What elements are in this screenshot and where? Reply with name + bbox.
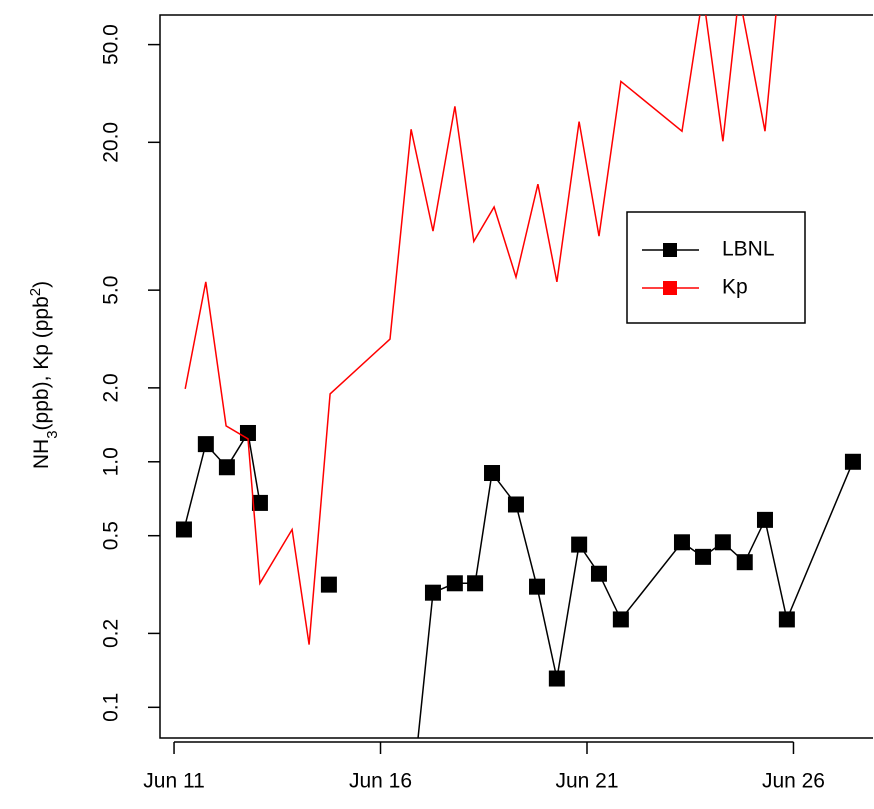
legend-label: Kp	[722, 276, 748, 299]
y-tick-label: 0.2	[100, 619, 123, 648]
point-marker	[714, 534, 731, 551]
point-marker	[590, 565, 607, 582]
y-tick-label: 5.0	[100, 276, 123, 305]
point-marker	[484, 465, 501, 482]
point-marker	[736, 554, 753, 571]
x-tick-label: Jun 26	[762, 770, 825, 793]
point-marker	[251, 494, 268, 511]
point-marker	[529, 578, 546, 595]
x-tick-label: Jun 11	[143, 770, 205, 793]
plot-frame	[159, 14, 873, 739]
y-tick-label: 1.0	[100, 447, 123, 476]
plot-area	[175, 15, 861, 738]
point-marker	[844, 453, 861, 470]
point-marker	[507, 496, 524, 513]
point-marker	[320, 576, 337, 593]
point-marker	[548, 670, 565, 687]
point-marker	[175, 521, 192, 538]
point-marker	[612, 611, 629, 628]
y-tick-label: 2.0	[100, 373, 123, 402]
point-marker	[197, 436, 214, 453]
point-marker	[424, 584, 441, 601]
y-axis-label-part: NH	[30, 439, 53, 469]
y-axis-label-part: 2	[27, 288, 44, 296]
legend-marker	[663, 281, 677, 295]
y-axis-label-part: 3	[44, 430, 61, 438]
y-tick-label: 20.0	[100, 122, 123, 163]
y-axis-label-part: )	[30, 281, 53, 288]
series-line	[184, 15, 777, 645]
point-marker	[218, 459, 235, 476]
x-tick-label: Jun 21	[555, 770, 618, 793]
point-marker	[756, 511, 773, 528]
y-tick-label: 50.0	[100, 24, 123, 65]
point-marker	[571, 536, 588, 553]
y-axis-label: NH3(ppb), Kp (ppb2)	[27, 281, 61, 469]
point-marker	[695, 548, 712, 565]
point-marker	[778, 611, 795, 628]
legend-marker	[663, 243, 677, 257]
y-axis-label-part: (ppb), Kp (ppb	[30, 296, 53, 430]
legend-box	[626, 211, 806, 324]
legend-label: LBNL	[722, 238, 775, 261]
legend: LBNL Kp	[626, 211, 806, 324]
point-marker	[446, 575, 463, 592]
x-tick-label: Jun 16	[349, 770, 412, 793]
point-marker	[673, 534, 690, 551]
y-tick-label: 0.5	[100, 521, 123, 550]
point-marker	[467, 575, 484, 592]
y-tick-label: 0.1	[100, 693, 123, 722]
